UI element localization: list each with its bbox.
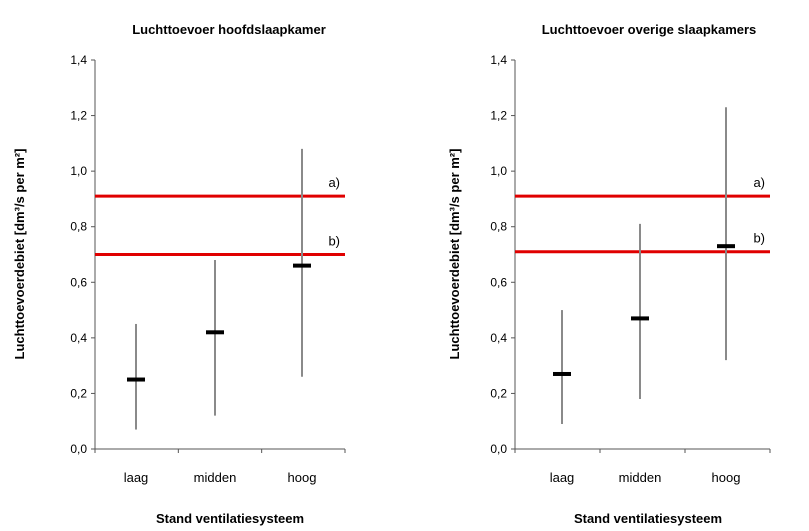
plot-marks: a) b) [95, 148, 345, 430]
x-category-label: midden [194, 470, 237, 485]
reference-line-label: b) [328, 234, 340, 249]
x-axis-label: Stand ventilatiesysteem [574, 511, 722, 526]
median-marker [631, 316, 649, 321]
y-tick-label: 0,6 [70, 275, 87, 289]
y-tick-label: 1,4 [70, 53, 87, 67]
median-marker [293, 263, 311, 268]
x-category-label: midden [619, 470, 662, 485]
y-tick-label: 0,8 [70, 220, 87, 234]
reference-line-label: b) [753, 231, 765, 246]
x-category-label: laag [550, 470, 575, 485]
y-tick-label: 0,0 [490, 442, 507, 456]
reference-line-label: a) [753, 175, 765, 190]
x-category-label: hoog [288, 470, 317, 485]
chart-panel-overige-slaapkamers: Luchttoevoer overige slaapkamers Luchtto… [447, 22, 771, 526]
y-tick-label: 0,0 [70, 442, 87, 456]
median-marker [717, 244, 735, 249]
y-axis-label: Luchttoevoerdebiet [dm³/s per m²] [447, 149, 462, 360]
chart-title: Luchttoevoer overige slaapkamers [542, 22, 757, 37]
y-tick-label: 0,8 [490, 220, 507, 234]
chart-panel-hoofdslaapkamer: Luchttoevoer hoofdslaapkamer Luchttoevoe… [12, 22, 346, 526]
plot-marks: a) b) [515, 107, 770, 424]
y-tick-label: 0,4 [70, 331, 87, 345]
y-tick-label: 0,2 [70, 386, 87, 400]
y-tick-label: 1,2 [490, 109, 507, 123]
x-category-label: hoog [712, 470, 741, 485]
y-tick-label: 1,0 [490, 164, 507, 178]
y-tick-label: 0,6 [490, 275, 507, 289]
median-marker [127, 377, 145, 382]
y-tick-label: 1,0 [70, 164, 87, 178]
median-marker [553, 371, 571, 376]
axes: 0,0 0,2 0,4 0,6 0,8 1,0 1,2 1,4 laag midden hoog [70, 53, 346, 485]
y-axis-label: Luchttoevoerdebiet [dm³/s per m²] [12, 149, 27, 360]
median-marker [206, 330, 224, 335]
y-tick-label: 0,4 [490, 331, 507, 345]
x-axis-label: Stand ventilatiesysteem [156, 511, 304, 526]
y-tick-label: 1,4 [490, 53, 507, 67]
reference-line-label: a) [328, 175, 340, 190]
y-tick-label: 1,2 [70, 109, 87, 123]
y-tick-label: 0,2 [490, 386, 507, 400]
chart-title: Luchttoevoer hoofdslaapkamer [132, 22, 326, 37]
axes: 0,0 0,2 0,4 0,6 0,8 1,0 1,2 1,4 laag midden hoog [490, 53, 771, 485]
x-category-label: laag [124, 470, 149, 485]
